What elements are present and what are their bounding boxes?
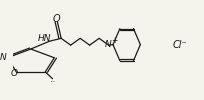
- Text: HN: HN: [38, 34, 51, 43]
- Text: N: N: [104, 40, 111, 49]
- Text: O: O: [11, 69, 18, 78]
- Text: O: O: [53, 14, 60, 24]
- Text: methyl: methyl: [50, 80, 55, 82]
- Text: Cl⁻: Cl⁻: [173, 40, 187, 50]
- Text: N: N: [0, 53, 7, 62]
- Text: +: +: [111, 36, 118, 45]
